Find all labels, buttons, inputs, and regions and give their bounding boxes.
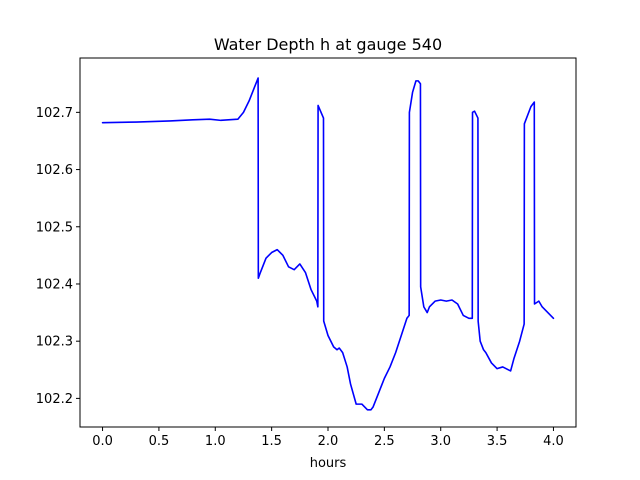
x-tick-label: 4.0 (543, 434, 564, 449)
x-tick-label: 2.5 (374, 434, 395, 449)
y-tick-label: 102.5 (36, 220, 73, 235)
y-tick-label: 102.4 (36, 277, 73, 292)
y-tick-label: 102.2 (36, 392, 73, 407)
x-tick-label: 3.0 (430, 434, 451, 449)
plot-frame (79, 57, 577, 428)
x-tick-label: 1.5 (261, 434, 282, 449)
x-tick-label: 0.0 (92, 434, 113, 449)
chart-title: Water Depth h at gauge 540 (214, 35, 442, 54)
plot-content (101, 77, 555, 411)
y-tick-label: 102.3 (36, 335, 73, 350)
y-tick-label: 102.7 (36, 106, 73, 121)
x-tick-label: 2.0 (318, 434, 339, 449)
y-tick-label: 102.6 (36, 163, 73, 178)
x-tick-label: 3.5 (487, 434, 508, 449)
series-line-0 (101, 77, 555, 411)
x-axis: 0.0 0.5 1.0 1.5 2.0 2.5 3.0 3.5 4.0 (92, 427, 564, 449)
y-axis: 102.2 102.3 102.4 102.5 102.6 102.7 (36, 106, 80, 407)
x-axis-label: hours (310, 456, 347, 471)
x-tick-label: 1.0 (205, 434, 226, 449)
x-tick-label: 0.5 (149, 434, 170, 449)
